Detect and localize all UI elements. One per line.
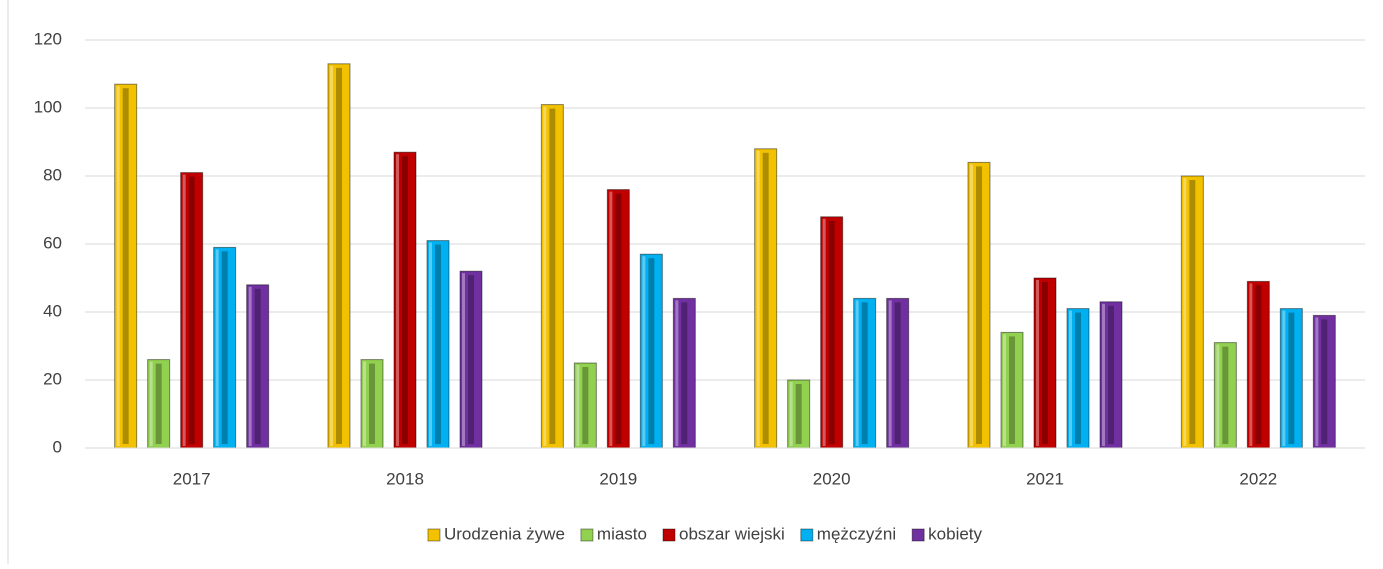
bar-shade	[1108, 305, 1114, 444]
bar-shade	[122, 88, 129, 444]
y-tick-label: 120	[34, 29, 62, 48]
bar-shade	[221, 251, 228, 444]
x-tick-label: 2019	[599, 469, 637, 488]
bar-highlight	[429, 242, 432, 446]
legend-label: kobiety	[928, 524, 982, 543]
y-tick-label: 80	[43, 165, 62, 184]
bar-highlight	[1003, 334, 1006, 446]
bar-highlight	[462, 273, 465, 446]
bar-highlight	[855, 300, 859, 446]
bar-shade	[1321, 319, 1328, 444]
legend-swatch	[800, 528, 814, 542]
bar-shade	[402, 156, 408, 444]
bar-shade	[1075, 312, 1081, 444]
bar-shade	[1288, 312, 1295, 444]
bar-shade	[1222, 346, 1229, 444]
legend-swatch	[580, 528, 594, 542]
bar-highlight	[330, 65, 333, 447]
bar-highlight	[396, 154, 399, 446]
bar-highlight	[182, 174, 186, 446]
bar-shade	[828, 220, 835, 444]
y-tick-label: 100	[34, 97, 62, 116]
bar-shade	[894, 302, 901, 444]
bar-highlight	[1183, 178, 1187, 446]
bar-shade	[1042, 282, 1048, 444]
bar-highlight	[642, 256, 646, 446]
bar-highlight	[822, 218, 826, 446]
x-tick-label: 2021	[1026, 469, 1064, 488]
bar-shade	[1255, 285, 1262, 444]
bar-highlight	[149, 361, 153, 446]
bar-shade	[549, 108, 556, 444]
bar-shade	[976, 166, 982, 444]
y-tick-label: 20	[43, 369, 62, 388]
bar-highlight	[789, 382, 793, 446]
bar-highlight	[1315, 317, 1319, 446]
legend-label: Urodzenia żywe	[444, 524, 565, 543]
legend-label: obszar wiejski	[679, 524, 785, 543]
bar-shade	[1009, 336, 1015, 444]
bar-shade	[336, 67, 342, 445]
bar-shade	[615, 193, 622, 444]
bar-highlight	[363, 361, 366, 446]
bar-highlight	[1249, 283, 1253, 446]
bar-highlight	[1036, 280, 1039, 446]
bar-shade	[861, 302, 868, 444]
bar-highlight	[1216, 344, 1220, 446]
y-tick-label: 60	[43, 233, 62, 252]
bar-highlight	[215, 249, 219, 446]
bar-shade	[1189, 180, 1196, 444]
bar-shade	[435, 244, 441, 444]
bar-highlight	[543, 106, 547, 446]
legend-label: mężczyźni	[817, 524, 896, 543]
bar-shade	[155, 363, 162, 444]
legend-swatch	[911, 528, 925, 542]
bar-highlight	[116, 86, 120, 446]
bar-shade	[468, 275, 474, 444]
bar-highlight	[888, 300, 892, 446]
x-tick-label: 2020	[813, 469, 851, 488]
x-tick-label: 2017	[173, 469, 211, 488]
y-tick-label: 0	[53, 437, 62, 456]
legend-swatch	[427, 528, 441, 542]
bar-highlight	[675, 300, 679, 446]
bar-shade	[188, 176, 195, 444]
x-tick-label: 2018	[386, 469, 424, 488]
bar-shade	[369, 363, 375, 444]
bar-shade	[648, 258, 655, 444]
bar-highlight	[576, 365, 580, 446]
bar-highlight	[248, 286, 252, 446]
y-tick-label: 40	[43, 301, 62, 320]
legend-swatch	[662, 528, 676, 542]
bar-highlight	[756, 150, 760, 447]
bar-shade	[582, 367, 589, 444]
bar-shade	[254, 288, 261, 444]
legend-label: miasto	[597, 524, 647, 543]
bar-shade	[681, 302, 688, 444]
bar-highlight	[609, 191, 613, 446]
bar-shade	[762, 152, 769, 445]
bar-highlight	[1069, 310, 1072, 446]
x-tick-label: 2022	[1239, 469, 1277, 488]
bar-highlight	[1102, 303, 1105, 446]
bar-highlight	[1282, 310, 1286, 446]
bar-shade	[795, 384, 802, 444]
bar-highlight	[970, 164, 973, 446]
